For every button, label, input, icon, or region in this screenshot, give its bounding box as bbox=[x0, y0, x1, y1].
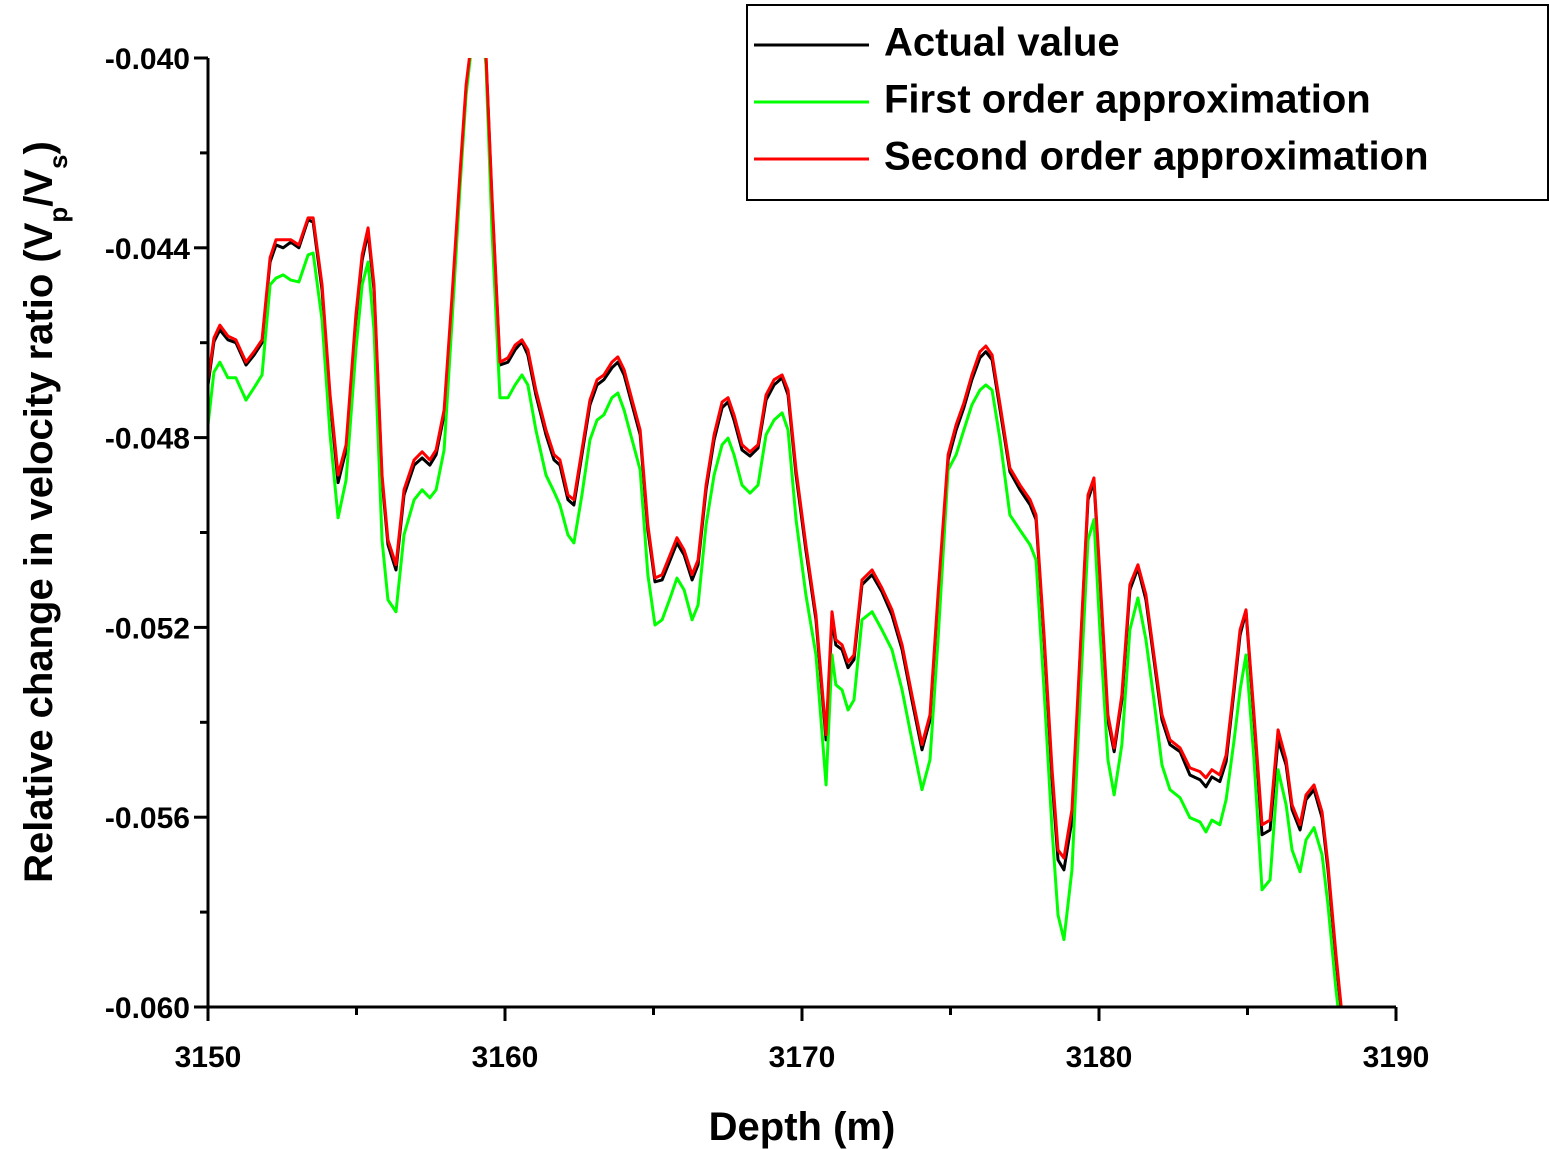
x-axis-title: Depth (m) bbox=[709, 1105, 896, 1149]
legend-label: Actual value bbox=[884, 21, 1120, 65]
y-tick-label: -0.052 bbox=[105, 612, 190, 645]
y-axis-title-part: ) bbox=[17, 141, 61, 154]
x-tick-label: 3150 bbox=[175, 1041, 242, 1074]
plot-area bbox=[208, 58, 1343, 1007]
y-tick-label: -0.056 bbox=[105, 802, 190, 835]
y-tick-label: -0.048 bbox=[105, 423, 190, 456]
x-tick-label: 3170 bbox=[769, 1041, 836, 1074]
y-axis-title: Relative change in velocity ratio (Vp/Vs… bbox=[17, 141, 73, 883]
legend-label: Second order approximation bbox=[884, 135, 1429, 179]
data-line bbox=[208, 58, 1343, 1007]
y-tick-label: -0.044 bbox=[105, 233, 190, 266]
y-tick-label: -0.060 bbox=[105, 992, 190, 1025]
x-tick-label: 3180 bbox=[1066, 1041, 1133, 1074]
legend-label: First order approximation bbox=[884, 78, 1371, 122]
y-axis-title-part: /V bbox=[17, 169, 61, 207]
x-tick-label: 3190 bbox=[1363, 1041, 1430, 1074]
y-axis-title-part: s bbox=[43, 154, 73, 168]
data-line bbox=[208, 58, 1340, 1007]
x-tick-label: 3160 bbox=[472, 1041, 539, 1074]
y-axis-title-part: p bbox=[43, 207, 73, 223]
y-tick-label: -0.040 bbox=[105, 43, 190, 76]
legend-box bbox=[746, 4, 1549, 201]
y-axis-title-part: Relative change in velocity ratio (V bbox=[17, 222, 61, 883]
